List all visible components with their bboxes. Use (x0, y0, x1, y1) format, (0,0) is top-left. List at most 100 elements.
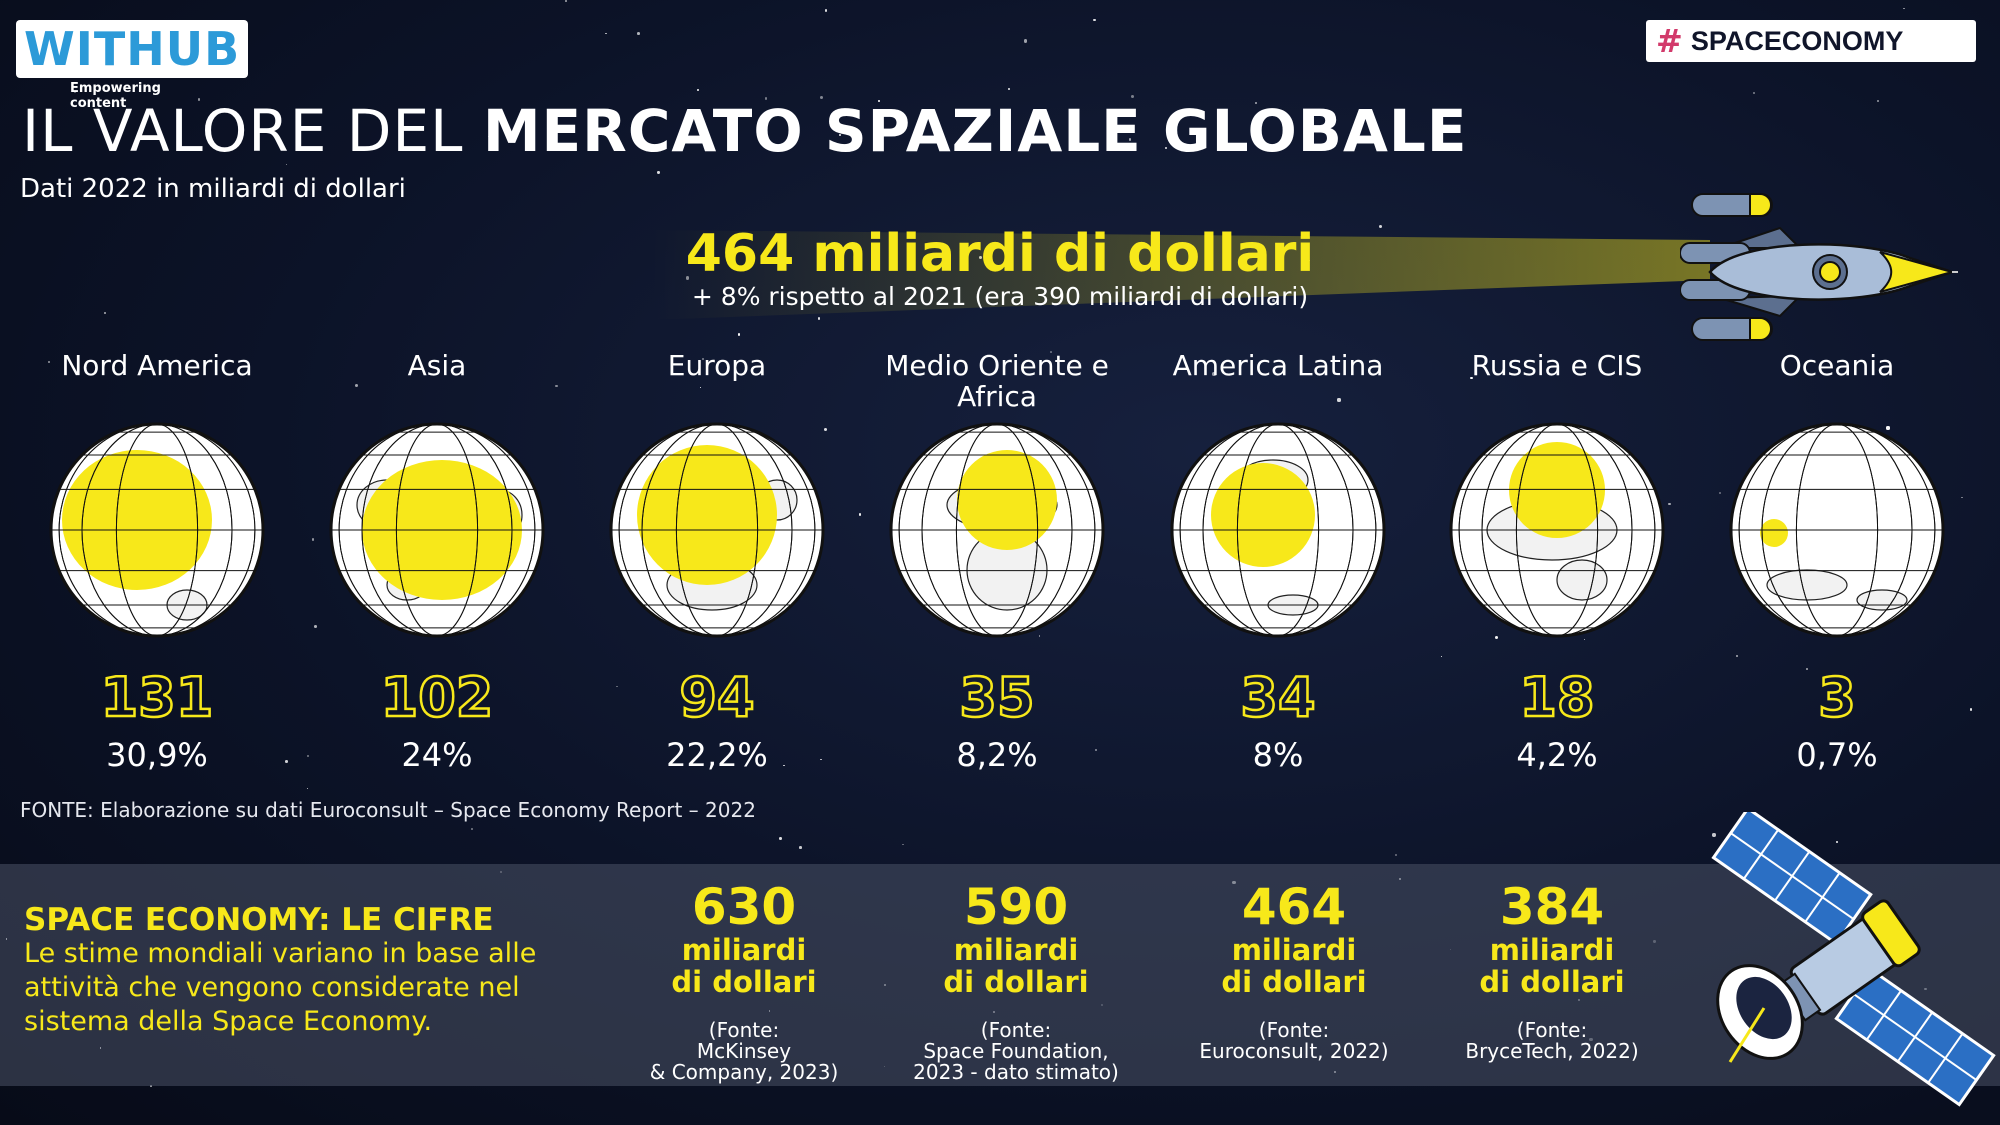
region-name: Medio Oriente e Africa (885, 349, 1109, 413)
estimate-column: 590 miliardi di dollari (Fonte: Space Founda… (886, 880, 1146, 1083)
star (103, 311, 106, 314)
region-name: Asia (407, 349, 467, 382)
star (1164, 147, 1167, 149)
star (825, 9, 828, 12)
estimate-source-line2: McKinsey (696, 1039, 792, 1063)
headline-growth: + 8% rispetto al 2021 (era 390 miliardi … (691, 282, 1309, 311)
rocket-light-beam (650, 230, 1710, 320)
globe-icon (609, 422, 825, 638)
star (1440, 655, 1442, 658)
panel-text: Le stime mondiali variano in base alle a… (24, 938, 537, 1037)
region-name: Nord America (61, 349, 253, 382)
star (1131, 94, 1135, 99)
region-share: 0,7% (1796, 736, 1878, 774)
estimate-source-line1: (Fonte: (1258, 1018, 1330, 1042)
globe-icon (329, 422, 545, 638)
star (838, 134, 842, 137)
star (488, 136, 490, 138)
estimate-unit-line1: miliardi (681, 933, 807, 967)
star (1394, 853, 1397, 856)
region-share: 8,2% (956, 736, 1038, 774)
estimate-source-line2: Space Foundation, (923, 1039, 1109, 1063)
region-value: 94 (678, 666, 756, 729)
region-column: Russia e CIS 18 4,2% (1427, 350, 1687, 774)
region-value: 3 (1817, 666, 1857, 729)
withub-tagline: Empowering content (70, 81, 161, 111)
region-name: Europa (667, 349, 767, 382)
star (605, 32, 607, 35)
region-column: America Latina 34 8% (1148, 350, 1408, 774)
star (311, 538, 314, 541)
region-globe (607, 420, 827, 640)
star (1961, 496, 1963, 499)
star (701, 357, 704, 360)
star (1023, 39, 1028, 43)
satellite-icon (1711, 812, 1996, 1107)
page-title: IL VALORE DEL MERCATO SPAZIALE GLOBALE (22, 98, 1467, 164)
estimate-unit-line1: miliardi (1489, 933, 1615, 967)
star (1668, 502, 1671, 505)
estimate-unit-line2: di dollari (1221, 965, 1367, 999)
globe-icon (1729, 422, 1945, 638)
estimate-unit-line2: di dollari (1479, 965, 1625, 999)
region-name: Oceania (1779, 349, 1895, 382)
star (564, 0, 567, 3)
estimate-column: 464 miliardi di dollari (Fonte: Euroconsult,… (1164, 880, 1424, 1062)
estimate-source-line2: Euroconsult, 2022) (1199, 1039, 1389, 1063)
region-value: 18 (1518, 666, 1596, 729)
page-title-light: IL VALORE DEL (22, 97, 464, 165)
estimate-source-line1: (Fonte: (1516, 1018, 1588, 1042)
estimate-value: 384 (1499, 878, 1605, 936)
star (197, 98, 201, 102)
estimate-source-line1: (Fonte: (708, 1018, 780, 1042)
region-column: Medio Oriente e Africa 35 8,2% (867, 350, 1127, 774)
star (1719, 491, 1722, 495)
star (471, 828, 473, 831)
star (354, 383, 359, 387)
region-value: 35 (958, 666, 1036, 729)
star (285, 759, 288, 763)
star (1876, 99, 1880, 102)
star (555, 384, 558, 388)
star (1806, 668, 1809, 670)
star (1038, 634, 1041, 637)
star (817, 317, 821, 320)
withub-logo-word: WITHUB (16, 20, 249, 78)
bottom-panel (0, 864, 2000, 1086)
star (1712, 833, 1716, 837)
region-globe (1727, 420, 1947, 640)
star (616, 686, 618, 688)
region-share: 8% (1252, 736, 1304, 774)
star (696, 88, 699, 91)
estimate-source-line3: 2023 - dato stimato) (913, 1060, 1119, 1084)
region-value: 34 (1239, 666, 1317, 729)
star (271, 183, 275, 187)
region-share: 24% (401, 736, 473, 774)
star (1494, 635, 1498, 639)
rocket-icon (1680, 193, 1958, 341)
region-globe (327, 420, 547, 640)
estimate-source-line2: BryceTech, 2022) (1465, 1039, 1639, 1063)
star (286, 164, 288, 166)
star (1271, 298, 1275, 302)
star (1254, 102, 1257, 104)
region-share: 22,2% (666, 736, 768, 774)
star (1470, 376, 1473, 379)
region-globe (47, 420, 267, 640)
star (799, 846, 803, 849)
star (1093, 18, 1096, 21)
star (1835, 840, 1838, 843)
estimate-source-line3: & Company, 2023) (649, 1060, 839, 1084)
region-column: Nord America 131 30,9% (27, 350, 287, 774)
region-share: 30,9% (106, 736, 208, 774)
star (820, 759, 822, 761)
star (1050, 351, 1052, 353)
region-globe (1168, 420, 1388, 640)
estimate-unit-line2: di dollari (943, 965, 1089, 999)
star (1969, 708, 1973, 711)
region-column: Oceania 3 0,7% (1707, 350, 1967, 774)
star (1735, 655, 1739, 658)
star (1903, 7, 1905, 10)
star (1212, 372, 1216, 376)
panel-title: SPACE ECONOMY: LE CIFRE (24, 902, 494, 938)
